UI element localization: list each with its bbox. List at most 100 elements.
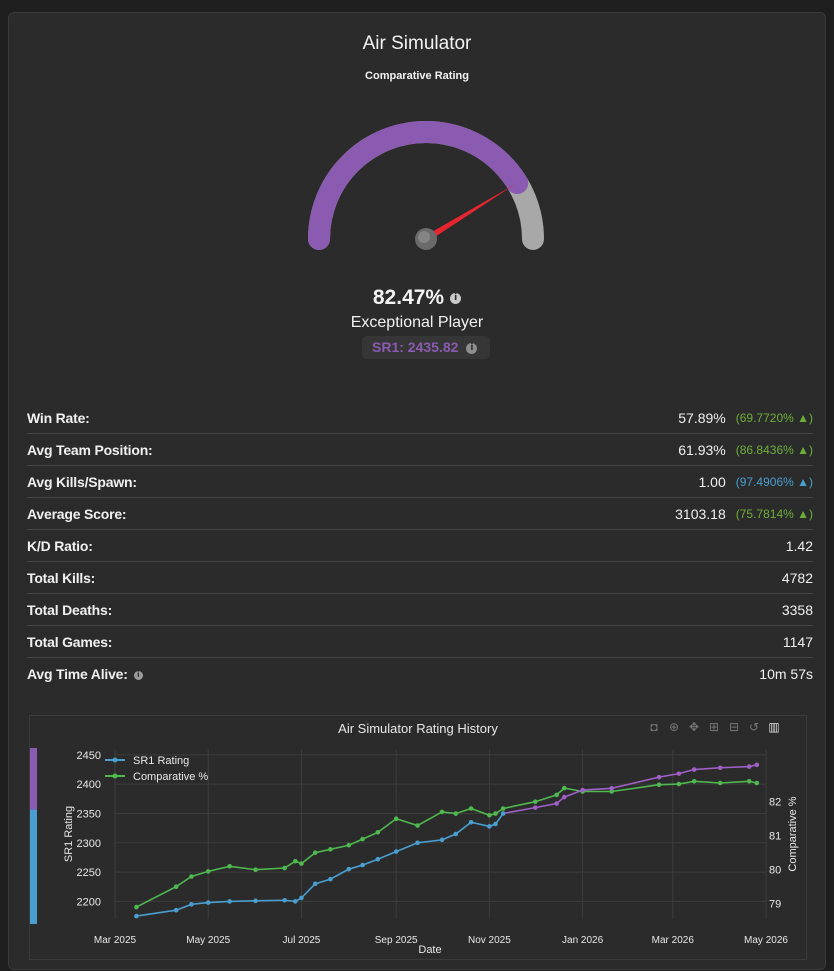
sr1-series-line (136, 813, 504, 917)
sr1-series-point (500, 811, 506, 816)
comparative-series-point (346, 842, 352, 848)
stat-label-text: Total Deaths: (27, 601, 113, 618)
y-tick-label: 2250 (77, 867, 101, 879)
stat-label: Avg Team Position: (27, 442, 678, 458)
comparative-series-point (500, 806, 506, 811)
pan-icon[interactable]: ✥ (688, 720, 700, 734)
sr1-series-point (227, 899, 232, 904)
sr-badge: SR1: 2435.82 i (362, 336, 490, 359)
stat-row: Avg Time Alive: i 10m 57s (27, 658, 813, 690)
comparative-series-point (561, 785, 567, 791)
chart-side-bar-purple (30, 748, 37, 810)
comparative-series-point (676, 781, 682, 787)
stat-label-text: Avg Team Position: (27, 441, 153, 458)
zoom-out-icon[interactable]: ⊟ (728, 720, 740, 734)
sr1-series-point (134, 913, 139, 919)
info-icon[interactable]: i (133, 670, 143, 680)
page-title: Air Simulator (362, 33, 472, 54)
comparative-series-point (609, 789, 614, 794)
sr1-series-point (580, 787, 585, 793)
stat-value: 3358 (781, 601, 813, 618)
stat-label-text: Total Kills: (27, 569, 96, 586)
zoom-icon[interactable]: ⊕ (668, 720, 680, 734)
y-axis-label: SR1 Rating (63, 806, 75, 862)
sr1-series-point (717, 765, 723, 771)
stat-row: Average Score: 3103.18 (75.7814% ▲) (27, 498, 813, 530)
y-tick-label: 2350 (77, 808, 101, 820)
comparative-series-point (439, 809, 445, 815)
gauge-needle (424, 184, 516, 242)
reset-icon[interactable]: ↺ (748, 720, 760, 734)
y2-tick-label: 80 (769, 865, 781, 877)
rating-history-chart: Air Simulator Rating History 2200 2250 2300… (29, 715, 807, 960)
camera-icon[interactable]: ◘ (650, 720, 658, 734)
stat-label-text: Average Score: (27, 505, 127, 522)
zoom-in-icon[interactable]: ⊞ (708, 720, 720, 734)
gauge-arc (308, 120, 529, 250)
stat-row: Win Rate: 57.89% (69.7720% ▲) (27, 402, 813, 434)
stat-value: 4782 (781, 569, 813, 586)
comparative-series-point (253, 867, 258, 872)
stat-label: Average Score: (27, 506, 675, 522)
chart-title: Air Simulator Rating History (338, 721, 498, 736)
stat-label: Avg Time Alive: i (27, 666, 759, 682)
stats-table: Win Rate: 57.89% (69.7720% ▲) Avg Team Posi… (27, 402, 813, 690)
comparative-series-point (532, 799, 538, 804)
stat-delta: (75.7814% ▲) (735, 506, 813, 521)
gauge-subtitle: Comparative Rating (365, 70, 469, 82)
info-icon[interactable]: i (450, 292, 462, 304)
comparative-series-point (189, 874, 194, 879)
x-tick-label: Nov 2025 (468, 935, 511, 946)
sr1-series-point (746, 764, 752, 769)
stat-delta: (97.4906% ▲) (735, 474, 813, 489)
legend-label-sr1: SR1 Rating (133, 755, 189, 767)
sr1-series-point (754, 762, 760, 768)
comparative-series-point (487, 813, 492, 818)
chart-side-bar-blue (30, 809, 37, 924)
sr1-series-point (328, 876, 333, 882)
stat-label: K/D Ratio: (27, 538, 786, 554)
stat-value: 61.93% (678, 441, 726, 458)
comparative-series-point (134, 904, 139, 910)
sr1-series-point (532, 805, 538, 810)
sr1-series-point (293, 899, 298, 904)
y-tick-label: 2300 (77, 838, 101, 850)
sr1-series-point (691, 767, 697, 772)
sr1-series-point (205, 900, 211, 905)
legend-label-comparative: Comparative % (133, 771, 208, 783)
comparative-series-point (360, 836, 365, 842)
sr-badge-label: SR1: 2435.82 (372, 339, 459, 355)
plotly-logo-icon[interactable]: ▥ (768, 720, 780, 734)
y2-tick-label: 82 (769, 797, 781, 809)
stat-value: 10m 57s (759, 666, 813, 682)
stat-row: Total Games: 1147 (27, 626, 813, 658)
y2-axis-label: Comparative % (787, 796, 799, 871)
stats-card: Air Simulator Comparative Rating 82.47% i… (8, 12, 826, 970)
sr1-series-point (439, 837, 445, 843)
stat-value: 1.42 (785, 537, 813, 554)
stat-value: 1.00 (698, 473, 726, 490)
comparative-series-point (746, 779, 752, 784)
sr1-series-point (189, 902, 194, 907)
sr1-series-point (561, 794, 567, 800)
comparative-series-point (312, 850, 318, 855)
sr1-series-point (676, 771, 682, 776)
comparative-series-point (656, 782, 662, 787)
y-tick-label: 2200 (77, 896, 101, 908)
comparative-series-point (205, 869, 211, 874)
stat-label-text: Win Rate: (27, 409, 90, 426)
sr-info-icon[interactable]: i (466, 342, 478, 354)
stat-label: Win Rate: (27, 410, 678, 426)
stat-label: Total Deaths: (27, 602, 782, 618)
comparative-series-point (293, 858, 298, 864)
x-tick-label: Mar 2025 (94, 935, 137, 946)
sr1-series-point (453, 831, 459, 837)
sr1-series-point (393, 849, 399, 854)
comparative-series-point (173, 884, 179, 889)
stat-row: K/D Ratio: 1.42 (27, 530, 813, 562)
x-tick-label: Mar 2026 (652, 935, 695, 946)
stat-value: 1147 (782, 633, 813, 650)
comparative-series-point (393, 816, 399, 821)
stat-label-text: Avg Time Alive: (27, 666, 128, 682)
stat-delta: (86.8436% ▲) (735, 442, 813, 457)
